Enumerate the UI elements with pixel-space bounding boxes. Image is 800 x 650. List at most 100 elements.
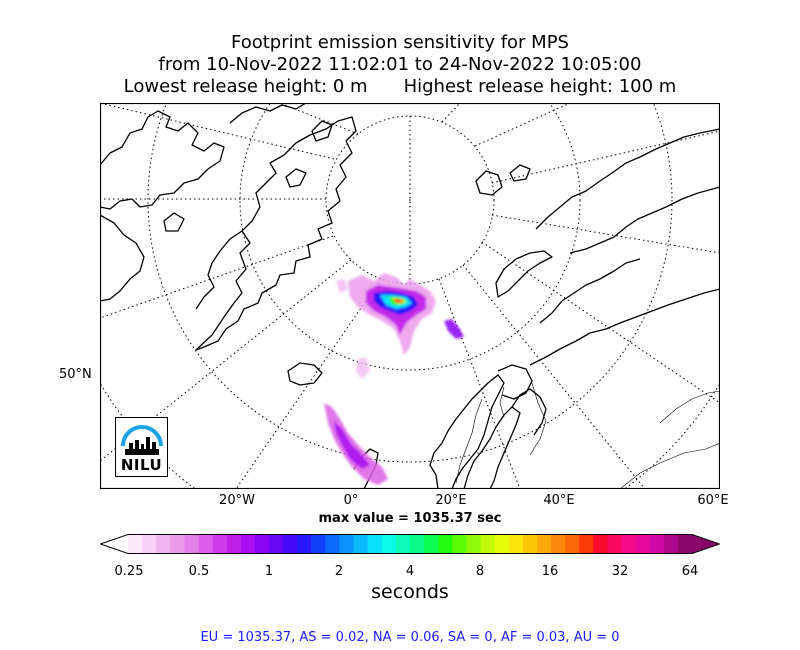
colorbar-label: seconds bbox=[371, 581, 449, 603]
colorbar-tick-2: 1 bbox=[264, 564, 274, 579]
colorbar-segment bbox=[565, 534, 580, 554]
meridian-100e bbox=[491, 130, 720, 184]
colorbar-tick-6: 16 bbox=[541, 564, 559, 579]
colorbar-segment bbox=[466, 534, 482, 554]
coastline-islands-1 bbox=[311, 120, 333, 142]
colorbar-segment bbox=[170, 534, 185, 554]
chart-title-line1: Footprint emission sensitivity for MPS bbox=[231, 32, 569, 53]
colorbar-tick-3: 2 bbox=[334, 564, 344, 579]
meridian-20w bbox=[235, 278, 382, 489]
colorbar-segment bbox=[311, 534, 326, 554]
north-pole-marker bbox=[409, 199, 411, 201]
colorbar-segment bbox=[212, 534, 228, 554]
coastline-siberia bbox=[535, 128, 720, 230]
colorbar-segment bbox=[240, 534, 256, 554]
colorbar-segment bbox=[283, 534, 298, 554]
colorbar-segment bbox=[395, 534, 411, 554]
colorbar-segment bbox=[607, 534, 623, 554]
colorbar-segment bbox=[184, 534, 200, 554]
colorbar-segment bbox=[297, 534, 312, 554]
latitude-circle-60 bbox=[147, 103, 673, 463]
coastline-kola bbox=[497, 364, 533, 400]
logo-building-5 bbox=[152, 442, 156, 449]
map-border bbox=[100, 103, 720, 489]
logo-building-3 bbox=[141, 444, 144, 449]
plume-magenta-south-2 bbox=[334, 421, 370, 469]
colorbar-segment bbox=[226, 534, 242, 554]
country-borders bbox=[455, 382, 720, 489]
logo-building-2 bbox=[135, 440, 139, 449]
meridian-140w bbox=[279, 103, 359, 135]
meridian-60e bbox=[481, 241, 720, 404]
latitude-circle-70 bbox=[239, 103, 581, 371]
region-totals: EU = 1035.37, AS = 0.02, NA = 0.06, SA =… bbox=[200, 630, 620, 645]
coastlines bbox=[100, 103, 720, 489]
coastline-taymyr bbox=[569, 186, 720, 254]
coastline-canada-islands bbox=[100, 110, 225, 210]
plume-small-mid bbox=[356, 357, 370, 379]
coastline-islands-3 bbox=[163, 212, 185, 232]
colorbar-segment bbox=[156, 534, 171, 554]
nilu-logo: NILU bbox=[115, 417, 168, 477]
coastline-iceland bbox=[287, 362, 323, 386]
colorbar-segment bbox=[452, 534, 467, 554]
colorbar bbox=[100, 534, 720, 554]
coastline-scandinavia bbox=[429, 374, 505, 489]
coastline-yamal bbox=[539, 258, 641, 324]
colorbar-segment bbox=[551, 534, 566, 554]
colorbar-segment bbox=[269, 534, 284, 554]
border-finland-russia bbox=[529, 382, 547, 456]
plume-east-streak bbox=[444, 319, 464, 339]
coastline-islands-2 bbox=[285, 168, 307, 188]
logo-arc bbox=[121, 425, 163, 447]
colorbar-segment bbox=[536, 534, 552, 554]
coastline-russia-north bbox=[529, 288, 720, 366]
coastline-baffin bbox=[100, 214, 145, 302]
coastline-ellesmere bbox=[229, 103, 307, 124]
meridian-120e bbox=[474, 103, 571, 147]
meridian-40e bbox=[462, 264, 646, 489]
colorbar-segment bbox=[142, 534, 157, 554]
colorbar-segment bbox=[579, 534, 594, 554]
nilu-logo-text: NILU bbox=[120, 456, 163, 474]
colorbar-segment bbox=[198, 534, 214, 554]
colorbar-tick-8: 64 bbox=[681, 564, 699, 579]
max-value-label: max value = 1035.37 sec bbox=[318, 511, 502, 526]
colorbar-segment bbox=[353, 534, 369, 554]
colorbar-segment bbox=[593, 534, 608, 554]
lon-label-0: 0° bbox=[343, 493, 359, 508]
coastline-greenland-east bbox=[195, 230, 243, 310]
lowest-release-height: Lowest release height: 0 m bbox=[123, 76, 368, 97]
colorbar-outline bbox=[100, 534, 720, 554]
colorbar-tick-1: 0.5 bbox=[188, 564, 210, 579]
border-russia-mongolia bbox=[659, 390, 720, 424]
colorbar-segment bbox=[480, 534, 496, 554]
meridian-20e bbox=[438, 278, 521, 489]
lat-label-50n: 50°N bbox=[59, 367, 92, 382]
colorbar-segment bbox=[381, 534, 397, 554]
colorbar-segment bbox=[367, 534, 383, 554]
plume-magenta-south-1 bbox=[324, 403, 388, 485]
colorbar-tick-5: 8 bbox=[475, 564, 485, 579]
colorbar-segment bbox=[424, 534, 439, 554]
colorbar-segment bbox=[494, 534, 510, 554]
colorbar-segment bbox=[649, 534, 665, 554]
logo-building-4 bbox=[146, 437, 150, 449]
footprint-plume bbox=[324, 273, 464, 485]
border-sweden-finland bbox=[499, 386, 505, 418]
border-russia-kazakhstan bbox=[619, 442, 720, 489]
colorbar-segment bbox=[663, 534, 679, 554]
plume-red bbox=[394, 299, 404, 303]
colorbar-tick-0: 0.25 bbox=[114, 564, 144, 579]
colorbar-extend-high bbox=[692, 534, 720, 554]
lon-label-40e: 40°E bbox=[543, 493, 575, 508]
colorbar-tick-4: 4 bbox=[405, 564, 415, 579]
coastline-franz-josef bbox=[509, 164, 531, 182]
colorbar-segment bbox=[621, 534, 637, 554]
lon-label-20w: 20°W bbox=[219, 493, 255, 508]
lon-label-60e: 60°E bbox=[697, 493, 729, 508]
colorbar-segment bbox=[677, 534, 693, 554]
colorbar-segment bbox=[325, 534, 341, 554]
nilu-logo-mark bbox=[121, 425, 163, 455]
colorbar-extend-low bbox=[100, 534, 128, 554]
